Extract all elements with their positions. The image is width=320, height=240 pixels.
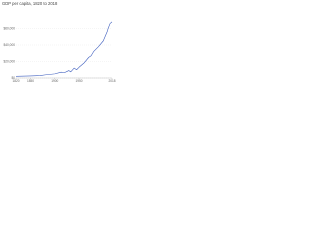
y-tick-label: $0	[11, 76, 15, 80]
line-series	[15, 21, 113, 77]
y-tick-label: $60,000	[3, 26, 15, 30]
chart: GDP per capita, 1820 to 2018 $0 $20,000 $4…	[2, 1, 116, 83]
x-tick-label: 2018	[108, 79, 115, 83]
y-tick-label: $20,000	[3, 59, 15, 63]
chart-title: GDP per capita, 1820 to 2018	[2, 1, 58, 6]
x-tick-label: 1820	[12, 79, 19, 83]
x-tick-label: 1900	[51, 79, 58, 83]
x-tick-label: 1850	[27, 79, 34, 83]
y-tick-label: $40,000	[3, 43, 15, 47]
x-tick-label: 1950	[75, 79, 82, 83]
page: {"chart_data": {"type": "line", "title":…	[0, 0, 120, 85]
